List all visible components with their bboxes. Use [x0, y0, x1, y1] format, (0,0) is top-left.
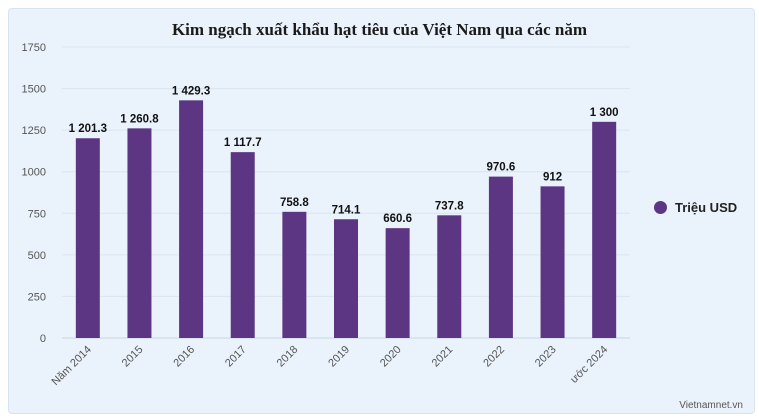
bar: [488, 176, 513, 338]
x-tick-label: 2018: [275, 344, 301, 370]
legend-label: Triệu USD: [675, 200, 738, 215]
data-label: 660.6: [383, 213, 412, 225]
legend-swatch: [654, 201, 667, 214]
bar: [437, 215, 462, 338]
y-tick-label: 1000: [22, 167, 46, 179]
bar: [127, 128, 152, 338]
bar: [230, 152, 255, 338]
data-label: 737.8: [435, 200, 464, 212]
data-label: 714.1: [332, 204, 361, 216]
data-label: 1 260.8: [120, 113, 159, 125]
x-tick-label: 2020: [378, 344, 404, 370]
y-tick-label: 250: [28, 291, 46, 303]
data-label: 1 117.7: [224, 137, 262, 149]
chart-title: Kim ngạch xuất khẩu hạt tiêu của Việt Na…: [171, 20, 588, 39]
x-tick-label: ước 2024: [568, 344, 610, 386]
bar: [75, 138, 100, 338]
data-label: 912: [543, 171, 562, 183]
bar: [540, 186, 565, 338]
data-label: 1 300: [590, 107, 619, 119]
y-tick-label: 1750: [22, 42, 46, 54]
data-label: 1 201.3: [69, 123, 107, 135]
data-label: 758.8: [280, 197, 309, 209]
x-tick-label: 2016: [171, 344, 197, 370]
x-tick-label: 2019: [326, 344, 352, 370]
y-tick-label: 1250: [22, 125, 46, 137]
x-tick-label: 2021: [430, 344, 456, 370]
data-label: 970.6: [487, 162, 516, 174]
x-tick-label: 2015: [120, 344, 146, 370]
bar: [179, 100, 204, 339]
x-tick-label: 2022: [481, 344, 507, 370]
legend[interactable]: Triệu USD: [654, 200, 737, 215]
x-tick-label: 2023: [533, 344, 559, 370]
x-tick-label: Năm 2014: [50, 344, 94, 388]
bar: [385, 228, 410, 338]
source-credit: Vietnamnet.vn: [679, 400, 743, 411]
y-tick-label: 0: [40, 333, 46, 345]
data-label: 1 429.3: [172, 85, 210, 97]
bar: [334, 219, 358, 338]
x-tick-label: 2017: [223, 344, 249, 370]
y-tick-label: 750: [28, 208, 46, 220]
y-tick-label: 500: [28, 250, 46, 262]
bar: [592, 121, 617, 338]
bar: [282, 211, 307, 338]
y-tick-label: 1500: [22, 84, 46, 96]
